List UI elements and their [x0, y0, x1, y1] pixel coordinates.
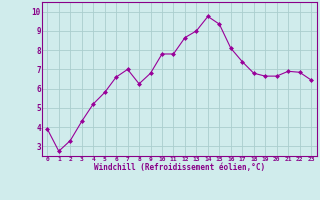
X-axis label: Windchill (Refroidissement éolien,°C): Windchill (Refroidissement éolien,°C) [94, 163, 265, 172]
